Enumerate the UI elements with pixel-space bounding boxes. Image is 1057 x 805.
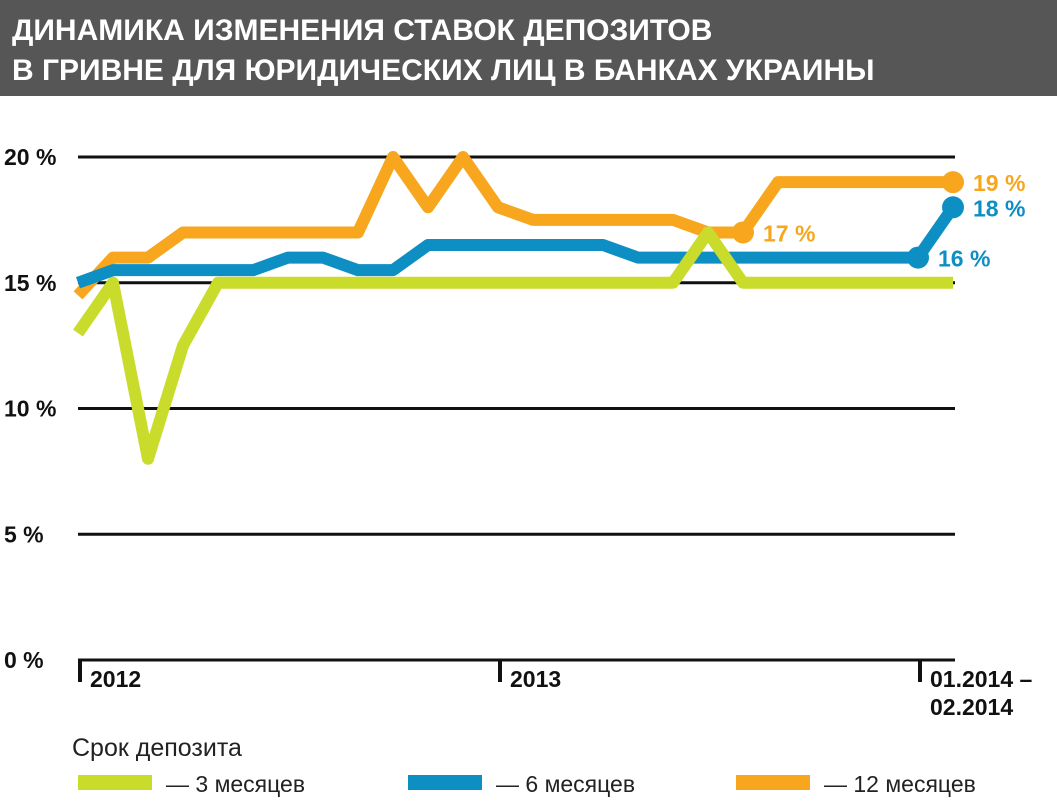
title-bar — [0, 0, 1057, 96]
point — [732, 221, 754, 244]
point — [942, 171, 964, 194]
x-tick-label: 01.2014 – 02.2014 — [930, 666, 1033, 720]
x-tick-label: 2012 — [90, 666, 142, 692]
legend-label: — 6 месяцев — [496, 771, 635, 797]
legend-title: Срок депозита — [72, 734, 242, 762]
y-tick-label: 20 % — [4, 144, 56, 170]
series-line — [75, 203, 958, 289]
legend-swatch — [78, 775, 152, 790]
legend-label: — 3 месяцев — [166, 771, 305, 797]
point — [942, 196, 964, 219]
data-label: 18 % — [973, 195, 1025, 221]
data-label: 17 % — [763, 220, 815, 246]
series-line — [73, 151, 953, 300]
chart-title: ДИНАМИКА ИЗМЕНЕНИЯ СТАВОК ДЕПОЗИТОВ — [12, 14, 712, 47]
y-tick-label: 5 % — [4, 521, 44, 547]
legend-swatch — [408, 775, 482, 790]
data-label: 19 % — [973, 170, 1025, 196]
legend-label: — 12 месяцев — [824, 771, 976, 797]
data-label: 16 % — [938, 246, 990, 272]
y-tick-label: 15 % — [4, 270, 56, 296]
legend-swatch — [736, 775, 810, 790]
x-tick-label: 2013 — [510, 666, 562, 692]
y-tick-label: 0 % — [4, 647, 44, 673]
y-tick-label: 10 % — [4, 396, 56, 422]
point — [907, 246, 929, 269]
series-line — [73, 226, 953, 465]
chart-title: В ГРИВНЕ ДЛЯ ЮРИДИЧЕСКИХ ЛИЦ В БАНКАХ УК… — [12, 54, 875, 87]
